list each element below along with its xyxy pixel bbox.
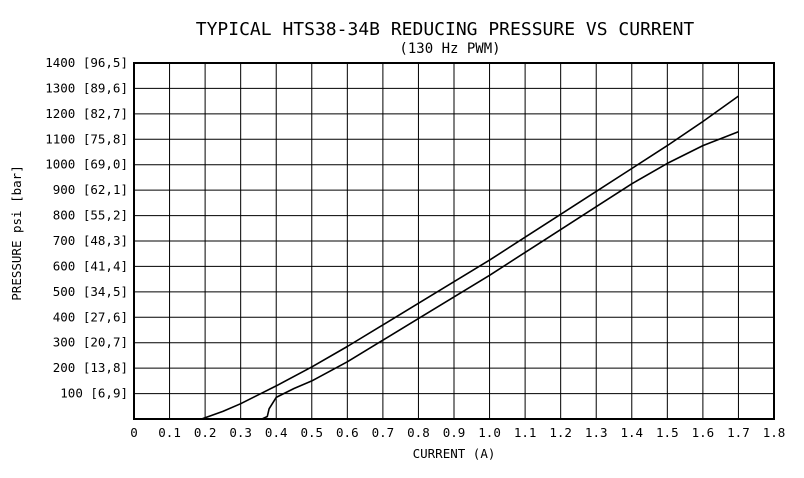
series-line-1	[134, 95, 739, 420]
chart-title: TYPICAL HTS38-34B REDUCING PRESSURE VS C…	[196, 19, 695, 40]
y-tick-label: 1300 [89,6]	[45, 80, 128, 95]
x-tick-label: 0.6	[336, 425, 359, 440]
y-tick-label: 400 [27,6]	[53, 309, 128, 324]
x-tick-label: 0.2	[194, 425, 217, 440]
grid	[134, 63, 774, 419]
y-tick-labels: 100 [6,9] 200 [13,8] 300 [20,7] 400 [27,6] 5…	[45, 55, 128, 401]
curves	[134, 95, 739, 420]
y-tick-label: 800 [55,2]	[53, 208, 128, 223]
x-tick-labels: 0 0.1 0.2 0.3 0.4 0.5 0.6 0.7 0.8 0.9 1.0 1.1 1.2 1.3…	[130, 425, 785, 440]
y-axis-label: PRESSURE psi [bar]	[9, 165, 24, 300]
x-tick-label: 1.4	[620, 425, 643, 440]
y-tick-label: 700 [48,3]	[53, 233, 128, 248]
x-tick-label: 0.3	[229, 425, 252, 440]
x-tick-label: 1.3	[585, 425, 608, 440]
x-tick-label: 0	[130, 425, 138, 440]
x-tick-label: 0.5	[300, 425, 323, 440]
y-tick-label: 100 [6,9]	[60, 386, 128, 401]
x-tick-label: 1.6	[692, 425, 715, 440]
x-tick-label: 1.1	[514, 425, 537, 440]
y-tick-label: 200 [13,8]	[53, 360, 128, 375]
x-tick-label: 0.9	[443, 425, 466, 440]
x-tick-label: 0.1	[158, 425, 181, 440]
x-tick-label: 0.8	[407, 425, 430, 440]
y-tick-label: 900 [62,1]	[53, 182, 128, 197]
x-tick-label: 1.0	[478, 425, 501, 440]
y-tick-label: 1400 [96,5]	[45, 55, 128, 70]
series-line-2	[134, 130, 739, 420]
x-tick-label: 1.2	[549, 425, 572, 440]
x-tick-label: 1.5	[656, 425, 679, 440]
chart-subtitle: (130 Hz PWM)	[399, 41, 500, 57]
x-axis-label: CURRENT (A)	[413, 446, 496, 461]
y-tick-label: 1100 [75,8]	[45, 131, 128, 146]
y-tick-label: 300 [20,7]	[53, 335, 128, 350]
y-tick-label: 600 [41,4]	[53, 258, 128, 273]
x-tick-label: 1.7	[727, 425, 750, 440]
x-tick-label: 0.7	[372, 425, 395, 440]
y-tick-label: 500 [34,5]	[53, 284, 128, 299]
plot-frame	[133, 62, 775, 420]
x-tick-label: 0.4	[265, 425, 288, 440]
y-tick-label: 1000 [69,0]	[45, 157, 128, 172]
y-tick-label: 1200 [82,7]	[45, 106, 128, 121]
x-tick-label: 1.8	[763, 425, 786, 440]
